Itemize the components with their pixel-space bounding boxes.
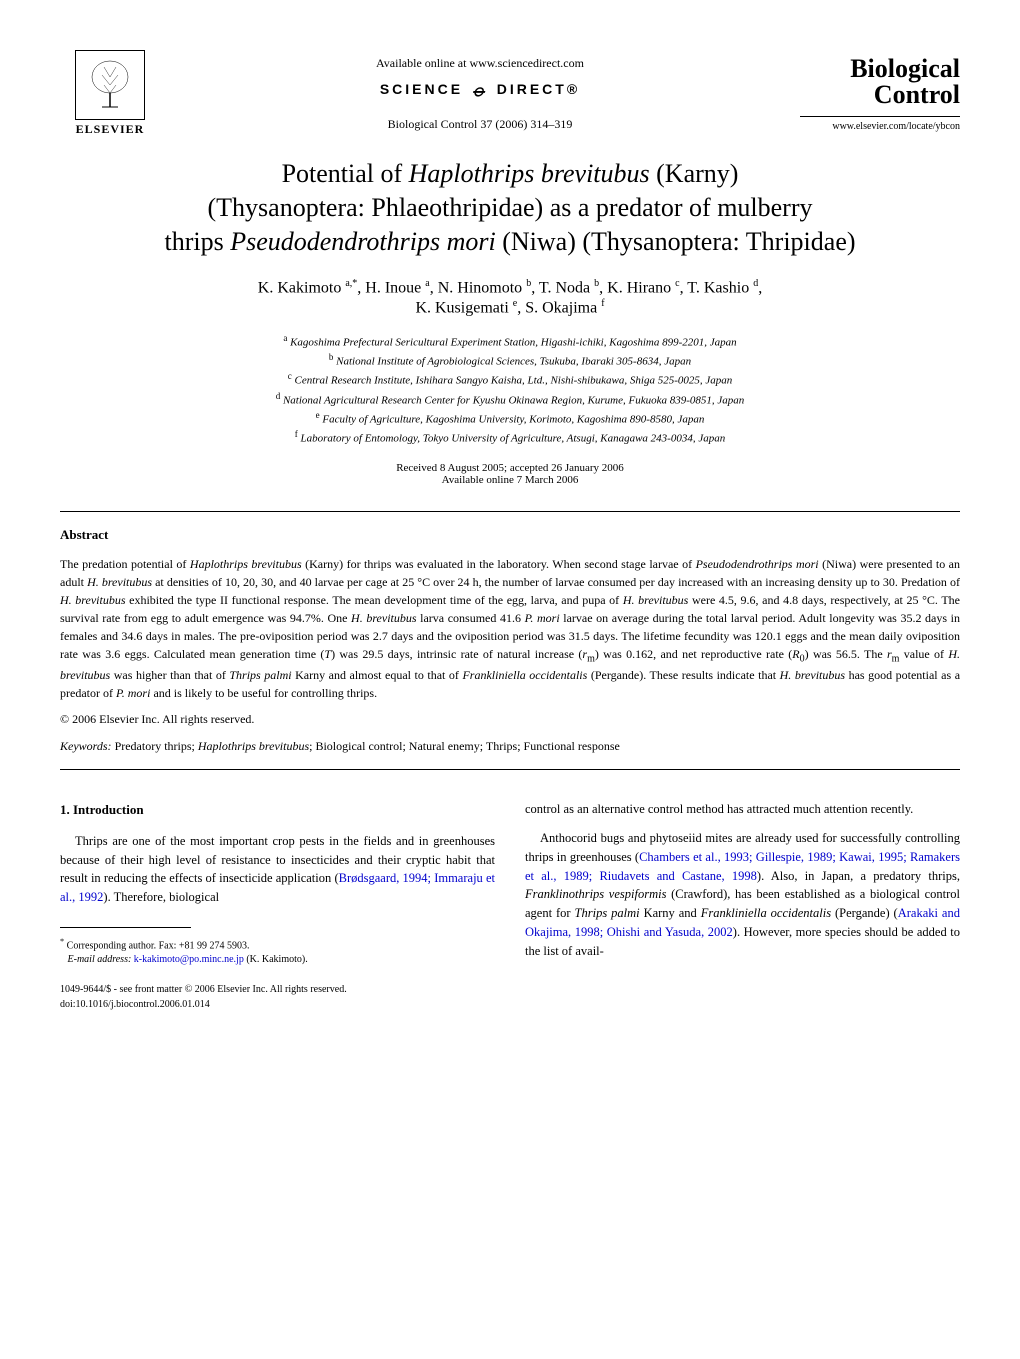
science-text: SCIENCE	[380, 81, 463, 97]
received-date: Received 8 August 2005; accepted 26 Janu…	[60, 462, 960, 474]
affiliation-f: f Laboratory of Entomology, Tokyo Univer…	[60, 428, 960, 447]
author-name: , S. Okajima	[517, 299, 601, 316]
divider	[60, 769, 960, 770]
header-center: Available online at www.sciencedirect.co…	[160, 56, 800, 132]
author-name: , K. Hirano	[599, 280, 675, 297]
right-column: control as an alternative control method…	[525, 800, 960, 1012]
abstract-body: The predation potential of Haplothrips b…	[60, 555, 960, 702]
affiliation-a: a Kagoshima Prefectural Sericultural Exp…	[60, 332, 960, 351]
authors-line: K. Kakimoto a,*, H. Inoue a, N. Hinomoto…	[60, 278, 960, 317]
affiliation-c: c Central Research Institute, Ishihara S…	[60, 370, 960, 389]
title-species: Pseudodendrothrips mori	[230, 227, 496, 256]
author-name: , T. Kashio	[680, 280, 754, 297]
affiliations-block: a Kagoshima Prefectural Sericultural Exp…	[60, 332, 960, 447]
science-direct-logo: SCIENCE ⦵ DIRECT®	[160, 79, 800, 102]
affiliation-d: d National Agricultural Research Center …	[60, 390, 960, 409]
affiliation-e: e Faculty of Agriculture, Kagoshima Univ…	[60, 409, 960, 428]
author-sup: f	[601, 298, 604, 309]
page-header: ELSEVIER Available online at www.science…	[60, 50, 960, 137]
author-name: K. Kakimoto	[258, 280, 346, 297]
section-heading: 1. Introduction	[60, 800, 495, 820]
journal-name-2: Control	[800, 82, 960, 108]
corresponding-author: * Corresponding author. Fax: +81 99 274 …	[60, 936, 495, 953]
elsevier-logo: ELSEVIER	[60, 50, 160, 137]
title-part: (Karny)	[650, 159, 739, 188]
abstract-heading: Abstract	[60, 527, 960, 543]
left-column: 1. Introduction Thrips are one of the mo…	[60, 800, 495, 1012]
sd-globe-icon: ⦵	[470, 79, 490, 102]
title-part: (Thysanoptera: Phlaeothripidae) as a pre…	[208, 193, 813, 222]
divider	[60, 927, 191, 928]
affiliation-b: b National Institute of Agrobiological S…	[60, 351, 960, 370]
keywords-label: Keywords:	[60, 739, 112, 753]
journal-logo: Biological Control www.elsevier.com/loca…	[800, 56, 960, 132]
author-name: , N. Hinomoto	[430, 280, 526, 297]
paragraph: control as an alternative control method…	[525, 800, 960, 819]
journal-url: www.elsevier.com/locate/ybcon	[800, 116, 960, 132]
elsevier-text: ELSEVIER	[76, 122, 145, 137]
journal-citation: Biological Control 37 (2006) 314–319	[160, 117, 800, 132]
author-comma: ,	[758, 280, 762, 297]
author-name: , T. Noda	[531, 280, 594, 297]
title-species: Haplothrips brevitubus	[409, 159, 650, 188]
available-date: Available online 7 March 2006	[60, 474, 960, 486]
two-column-body: 1. Introduction Thrips are one of the mo…	[60, 800, 960, 1012]
title-part: thrips	[164, 227, 230, 256]
email-line: E-mail address: k-kakimoto@po.minc.ne.jp…	[60, 953, 495, 967]
paragraph: Thrips are one of the most important cro…	[60, 832, 495, 907]
article-title: Potential of Haplothrips brevitubus (Kar…	[60, 157, 960, 258]
footnote-block: * Corresponding author. Fax: +81 99 274 …	[60, 936, 495, 967]
divider	[60, 511, 960, 512]
author-name: , H. Inoue	[357, 280, 425, 297]
doi-line: doi:10.1016/j.biocontrol.2006.01.014	[60, 997, 495, 1012]
author-name: K. Kusigemati	[415, 299, 512, 316]
paragraph: Anthocorid bugs and phytoseiid mites are…	[525, 829, 960, 960]
author-sup: a,*	[345, 278, 357, 289]
title-part: Potential of	[282, 159, 409, 188]
bottom-info: 1049-9644/$ - see front matter © 2006 El…	[60, 982, 495, 1012]
issn-line: 1049-9644/$ - see front matter © 2006 El…	[60, 982, 495, 997]
title-part: (Niwa) (Thysanoptera: Thripidae)	[496, 227, 856, 256]
copyright-line: © 2006 Elsevier Inc. All rights reserved…	[60, 712, 960, 727]
dates-block: Received 8 August 2005; accepted 26 Janu…	[60, 462, 960, 486]
journal-name-1: Biological	[800, 56, 960, 82]
direct-text: DIRECT®	[497, 81, 580, 97]
elsevier-tree-icon	[75, 50, 145, 120]
email-link[interactable]: k-kakimoto@po.minc.ne.jp	[134, 954, 244, 965]
keywords-line: Keywords: Predatory thrips; Haplothrips …	[60, 739, 960, 754]
available-online-text: Available online at www.sciencedirect.co…	[160, 56, 800, 71]
